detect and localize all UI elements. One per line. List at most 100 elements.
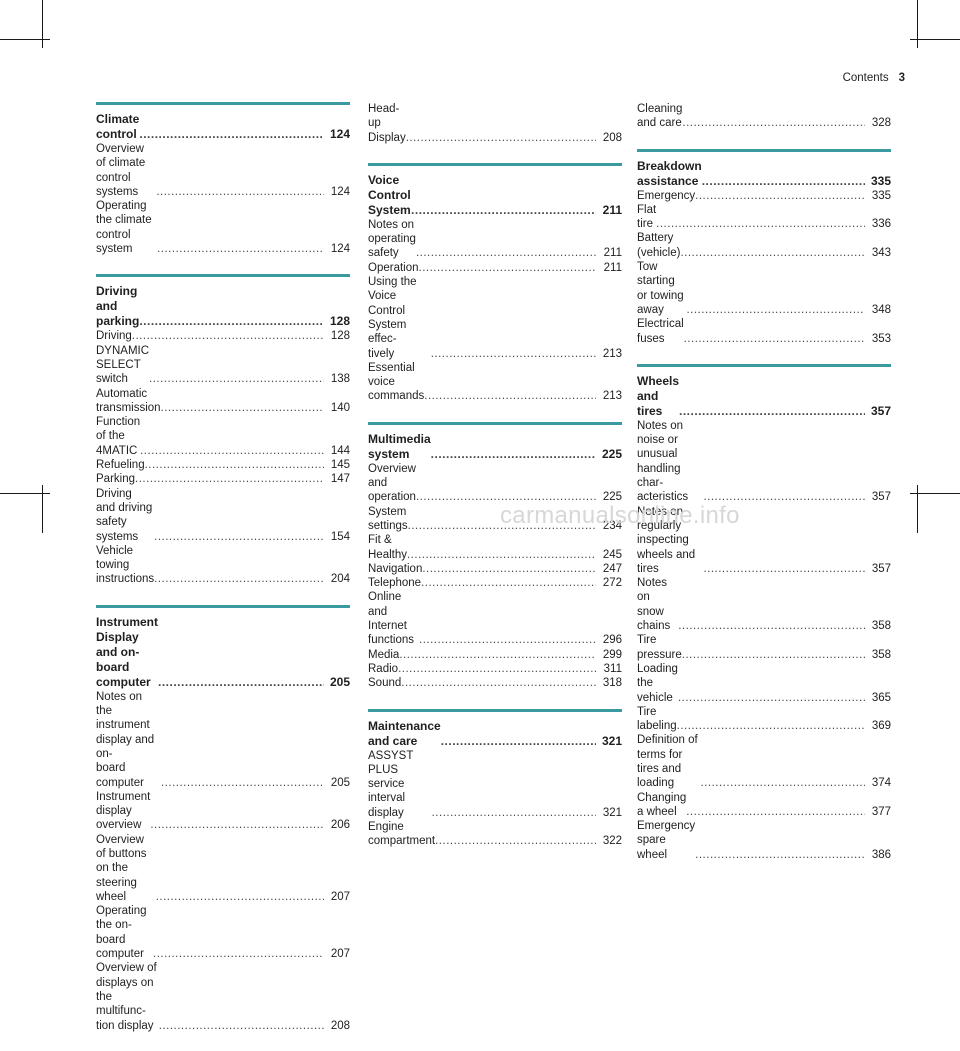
- crop-mark: [917, 485, 918, 533]
- toc-entry-link[interactable]: Definition of terms for tires and loadin…: [637, 733, 891, 790]
- toc-entry-link[interactable]: Operating the climate control system 124: [96, 199, 350, 256]
- dot-leader: [682, 648, 865, 662]
- toc-entry-link[interactable]: Overview of climate control systems 124: [96, 142, 350, 199]
- toc-page-number: 374: [871, 777, 891, 790]
- toc-entry-link[interactable]: Overview of buttons on the steering whee…: [96, 833, 350, 904]
- toc-page-number: 357: [870, 403, 891, 418]
- toc-entry-link[interactable]: Notes on operating safety 211: [368, 218, 622, 261]
- toc-page-number: 318: [602, 677, 622, 690]
- toc-entry-title: Overview of buttons on the steering whee…: [96, 833, 147, 903]
- toc-chapter-link[interactable]: Driving and parking 128: [96, 284, 350, 329]
- toc-chapter-link[interactable]: Wheels and tires 357: [637, 374, 891, 419]
- toc-page-number: 205: [330, 776, 350, 789]
- toc-chapter-link[interactable]: Climate control 124: [96, 112, 350, 142]
- toc-entry-link[interactable]: Automatic transmission 140: [96, 387, 350, 416]
- toc-page-number: 211: [603, 261, 622, 274]
- dot-leader: [399, 648, 596, 662]
- toc-entry-link[interactable]: Notes on the instrument display and on- …: [96, 690, 350, 790]
- toc-page-number: 208: [330, 1019, 350, 1032]
- crop-mark: [0, 493, 50, 494]
- toc-entry-title: Engine compartment: [368, 820, 436, 848]
- toc-entry-title: Overview of climate control systems: [96, 143, 146, 198]
- dot-leader: [424, 389, 596, 403]
- toc-entry-title: Telephone: [368, 577, 422, 590]
- toc-entry-link[interactable]: System settings 234: [368, 505, 622, 534]
- toc-entry-title: Parking: [96, 473, 135, 486]
- toc-entry-link[interactable]: Tire pressure 358: [637, 633, 891, 662]
- toc-entry-title: Notes on the instrument display and on- …: [96, 690, 155, 789]
- toc-entry-link[interactable]: Flat tire 336: [637, 203, 891, 232]
- toc-page-number: 211: [602, 202, 622, 217]
- toc-entry-link[interactable]: Vehicle towing instructions 204: [96, 544, 350, 587]
- dot-leader: [680, 246, 865, 260]
- toc-entry-link[interactable]: Using the Voice Control System effec- ti…: [368, 275, 622, 361]
- toc-entry-link[interactable]: Electrical fuses 353: [637, 317, 891, 346]
- toc-entry-link[interactable]: Notes on snow chains 358: [637, 576, 891, 633]
- section-divider: [96, 102, 350, 105]
- toc-entry-link[interactable]: Notes on noise or unusual handling char-…: [637, 419, 891, 505]
- toc-entry-link[interactable]: Parking 147: [96, 472, 350, 486]
- toc-entry-link[interactable]: ASSYST PLUS service interval display 321: [368, 749, 622, 820]
- toc-entry-link[interactable]: Function of the 4MATIC 144: [96, 415, 350, 458]
- toc-entry-link[interactable]: Navigation 247: [368, 562, 622, 576]
- toc-page-number: 225: [602, 491, 622, 504]
- toc-entry-title: Tow starting or towing away: [637, 261, 684, 316]
- toc-entry-title: Essential voice commands: [368, 361, 425, 403]
- toc-page-number: 296: [602, 634, 622, 647]
- toc-entry-link[interactable]: Loading the vehicle 365: [637, 662, 891, 705]
- toc-page-number: 211: [603, 247, 622, 260]
- dot-leader: [407, 548, 596, 562]
- toc-chapter-link[interactable]: Multimedia system 225: [368, 432, 622, 462]
- toc-entry-link[interactable]: Driving 128: [96, 329, 350, 343]
- toc-page-number: 205: [329, 674, 350, 689]
- toc-entry-link[interactable]: Emergency 335: [637, 189, 891, 203]
- toc-entry-link[interactable]: Emergency spare wheel 386: [637, 819, 891, 862]
- toc-entry-link[interactable]: Cleaning and care 328: [637, 102, 891, 131]
- toc-entry-link[interactable]: Operation 211: [368, 261, 622, 275]
- toc-entry-link[interactable]: Online and Internet functions 296: [368, 590, 622, 647]
- toc-chapter-link[interactable]: Maintenance and care 321: [368, 719, 622, 749]
- toc-page-number: 377: [871, 805, 891, 818]
- toc-entry-link[interactable]: Head-up Display 208: [368, 102, 622, 145]
- toc-page-number: 357: [871, 491, 891, 504]
- page-header: Contents 3: [843, 72, 905, 84]
- toc-entry-link[interactable]: Media 299: [368, 648, 622, 662]
- toc-entry-title: Fit & Healthy: [368, 534, 407, 561]
- dot-leader: [431, 447, 596, 462]
- toc-entry-link[interactable]: Sound 318: [368, 676, 622, 690]
- toc-page-number: 348: [871, 303, 891, 316]
- toc-page-number: 207: [330, 948, 350, 961]
- toc-entry-title: Operating the climate control system: [96, 200, 152, 256]
- dot-leader: [703, 562, 865, 576]
- toc-entry-link[interactable]: Refueling 145: [96, 458, 350, 472]
- toc-entry-link[interactable]: Operating the on-board computer 207: [96, 904, 350, 961]
- toc-entry-link[interactable]: Tire labeling 369: [637, 705, 891, 734]
- toc-chapter-link[interactable]: Breakdown assistance 335: [637, 159, 891, 189]
- toc-chapter-link[interactable]: Instrument Display and on-board computer…: [96, 615, 350, 690]
- crop-mark: [42, 485, 43, 533]
- toc-entry-title: Cleaning and care: [637, 103, 683, 130]
- toc-entry-link[interactable]: Fit & Healthy 245: [368, 533, 622, 562]
- dot-leader: [686, 805, 865, 819]
- toc-entry-link[interactable]: Essential voice commands 213: [368, 361, 622, 404]
- toc-chapter-link[interactable]: Voice Control System 211: [368, 173, 622, 218]
- page-number: 3: [898, 72, 905, 84]
- toc-entry-link[interactable]: Instrument display overview 206: [96, 790, 350, 833]
- toc-entry-link[interactable]: DYNAMIC SELECT switch 138: [96, 344, 350, 387]
- toc-entry-link[interactable]: Driving and driving safety systems 154: [96, 487, 350, 544]
- toc-entry-link[interactable]: Overview and operation 225: [368, 462, 622, 505]
- toc-entry-link[interactable]: Radio 311: [368, 662, 622, 676]
- toc-entry-title: Tire pressure: [637, 634, 682, 661]
- toc-entry-link[interactable]: Telephone 272: [368, 576, 622, 590]
- toc-entry-title: System settings: [368, 505, 408, 532]
- dot-leader: [154, 572, 324, 586]
- toc-entry-link[interactable]: Engine compartment 322: [368, 820, 622, 849]
- section-divider: [368, 162, 622, 166]
- toc-entry-link[interactable]: Changing a wheel 377: [637, 791, 891, 820]
- toc-page-number: 124: [329, 127, 350, 141]
- dot-leader: [677, 719, 865, 733]
- toc-entry-link[interactable]: Tow starting or towing away 348: [637, 260, 891, 317]
- toc-entry-link[interactable]: Battery (vehicle) 343: [637, 231, 891, 260]
- toc-entry-link[interactable]: Overview of displays on the multifunc- t…: [96, 961, 350, 1032]
- toc-page-number: 322: [602, 835, 622, 848]
